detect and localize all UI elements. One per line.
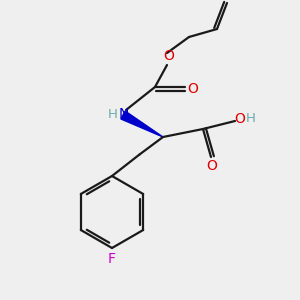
Polygon shape [121,111,163,137]
Text: H: H [108,107,118,121]
Text: O: O [188,82,198,96]
Text: O: O [207,159,218,173]
Text: F: F [108,252,116,266]
Text: N: N [119,107,129,121]
Text: O: O [235,112,245,126]
Text: O: O [164,49,174,63]
Text: H: H [246,112,256,124]
